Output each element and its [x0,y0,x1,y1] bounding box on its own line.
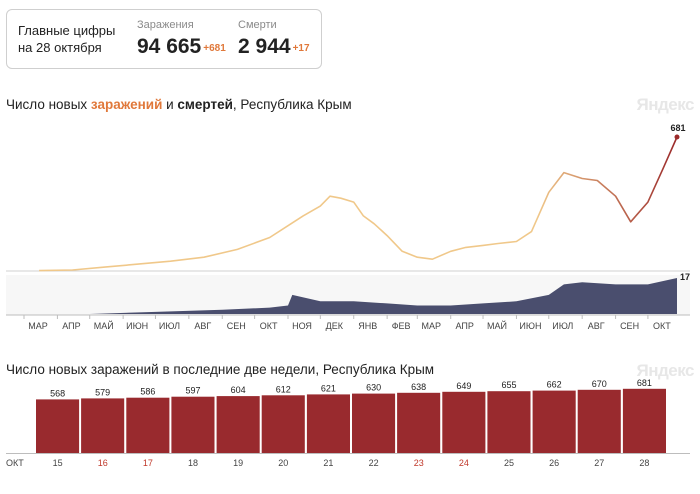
chart2-watermark: Яндекс [636,361,695,380]
bar-value-label: 621 [321,383,336,393]
month-tick-label: АПР [456,321,474,331]
bar-category-label: 19 [233,458,243,468]
bar-category-label: 21 [323,458,333,468]
infections-value: 94 665 +681 [137,34,226,60]
month-tick-label: ИЮН [126,321,148,331]
infections-last-point [674,134,680,140]
bar [81,398,125,453]
summary-title-line2: на 28 октября [18,40,102,55]
bar-value-label: 604 [231,385,246,395]
bar [306,394,350,453]
bar [622,388,666,453]
deaths-last-label: 17 [680,272,690,282]
bar-value-label: 681 [637,378,652,388]
bar-value-label: 649 [456,381,471,391]
bar-category-label: 24 [459,458,469,468]
deaths-value: 2 944 +17 [238,34,310,60]
deaths-area [39,278,678,314]
month-tick-label: ЯНВ [358,321,377,331]
bar-value-label: 630 [366,383,381,393]
bar [442,391,486,453]
month-tick-label: МАР [28,321,48,331]
month-tick-label: ФЕВ [392,321,411,331]
bar [171,396,215,453]
infections-total: 94 665 [137,35,202,58]
chart1-title-part2: и [162,97,178,112]
bar-value-label: 579 [95,387,110,397]
bar-category-label: 23 [414,458,424,468]
bar-category-label: 27 [594,458,604,468]
bar [532,390,576,453]
bar [36,399,80,453]
month-tick-label: МАР [422,321,442,331]
bar-category-label: 26 [549,458,559,468]
month-tick-label: СЕН [620,321,639,331]
bar [487,391,531,453]
bar-value-label: 662 [547,380,562,390]
month-tick-label: ИЮЛ [552,321,573,331]
month-tick-label: ОКТ [653,321,671,331]
infections-deaths-chart: 681 17 МАР АПР МАЙ ИЮН ИЮЛ АВГ СЕН ОКТ НОЯ ДЕК ЯНВ ФЕ… [6,123,690,331]
chart1-title-infect: заражений [90,97,163,112]
bar-value-label: 655 [501,380,516,390]
bar [397,392,441,453]
bar-category-label: 20 [278,458,288,468]
bar [577,389,621,453]
infections-line [39,136,678,272]
bar-value-label: 612 [276,384,291,394]
infections-delta: +681 [203,43,226,54]
month-tick-label: ДЕК [326,321,344,331]
month-tick-label: МАЙ [487,320,507,331]
summary-card: Главные цифры на 28 октября Заражения 94… [6,9,322,69]
summary-title-line1: Главные цифры [18,23,116,38]
bar [216,396,260,453]
month-tick-label: ИЮН [519,321,541,331]
chart1-title-death: смертей [177,97,233,112]
month-tick-label: СЕН [227,321,246,331]
chart1-title-part1: Число новых [6,97,91,112]
bar-category-label: 22 [369,458,379,468]
infections-block: Заражения 94 665 +681 [137,19,226,60]
bar-category-label: 28 [639,458,649,468]
summary-title: Главные цифры на 28 октября [18,22,115,56]
bar [126,397,170,453]
month-tick-label: ОКТ [260,321,278,331]
infections-last-label: 681 [670,123,685,133]
bar [352,393,396,453]
bar-value-label: 586 [140,387,155,397]
month-tick-label: АВГ [588,321,605,331]
deaths-total: 2 944 [238,35,291,58]
month-tick-label: АВГ [194,321,211,331]
bar-value-label: 597 [185,386,200,396]
bar-category-label: 18 [188,458,198,468]
deaths-label: Смерти [238,19,277,31]
deaths-block: Смерти 2 944 +17 [238,19,310,60]
chart1-title: Число новых заражений и смертей, Республ… [6,97,352,112]
bar-axis-month-label: ОКТ [6,458,24,468]
bar [261,395,305,453]
month-tick-label: МАЙ [94,320,114,331]
chart1-title-part3: , Республика Крым [232,97,352,112]
bar-value-label: 670 [592,379,607,389]
bar-value-label: 568 [50,388,65,398]
bar-value-label: 638 [411,382,426,392]
chart1-watermark: Яндекс [636,95,695,114]
bar-category-label: 17 [143,458,153,468]
month-tick-label: НОЯ [292,321,312,331]
two-week-bar-chart: ОКТ 568 15 579 16 586 17 597 18 604 19 612 20 621 21 63… [6,378,690,468]
bar-category-label: 16 [98,458,108,468]
bar-category-label: 15 [53,458,63,468]
month-tick-label: АПР [62,321,80,331]
month-tick-label: ИЮЛ [159,321,180,331]
infections-label: Заражения [137,19,194,31]
chart2-title: Число новых заражений в последние две не… [6,362,435,377]
bar-category-label: 25 [504,458,514,468]
deaths-delta: +17 [292,43,310,54]
